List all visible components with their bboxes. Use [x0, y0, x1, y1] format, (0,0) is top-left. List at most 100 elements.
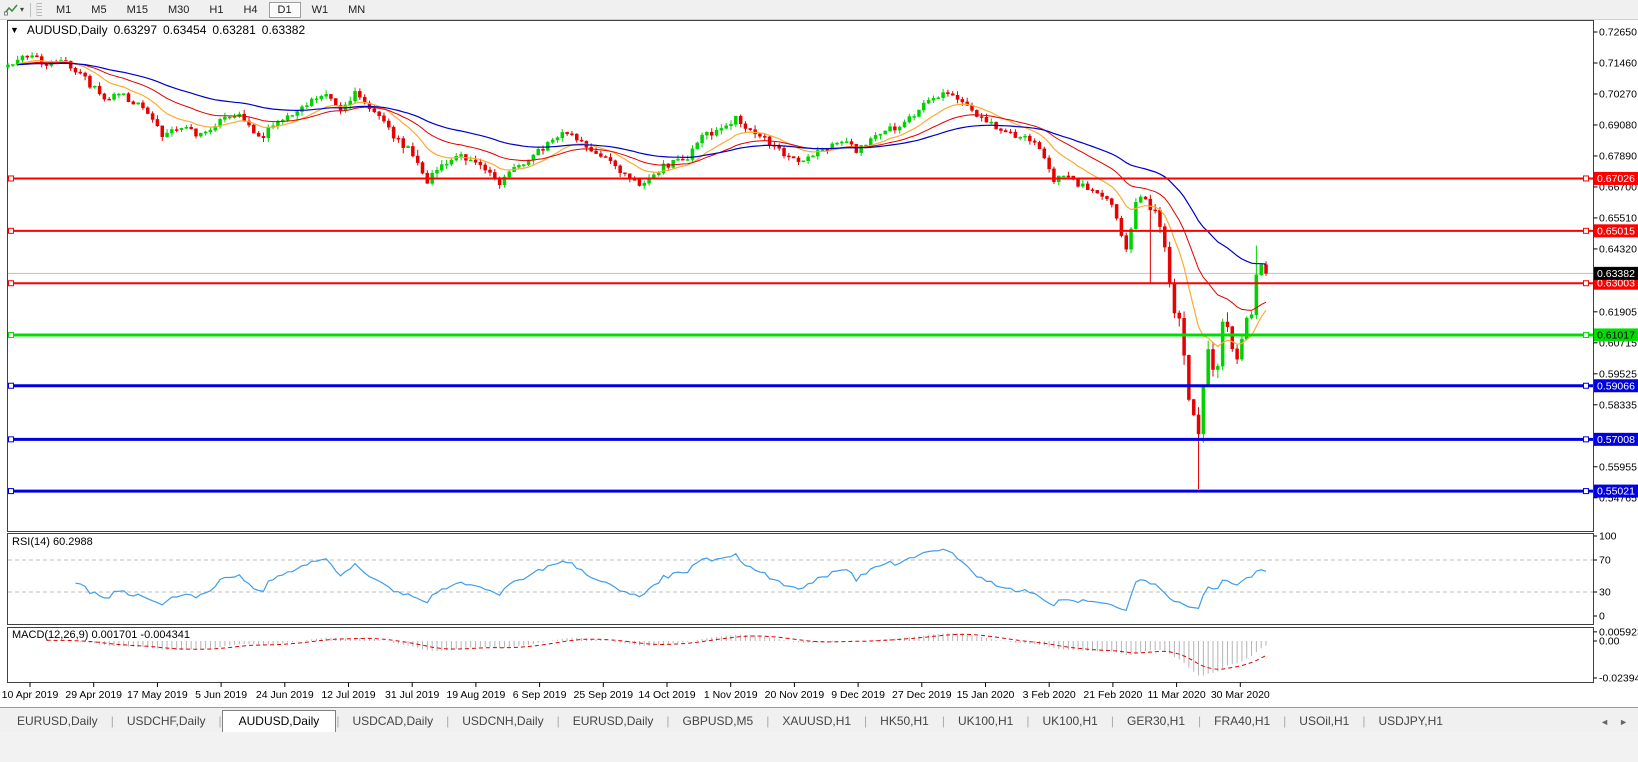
svg-text:3 Feb 2020: 3 Feb 2020 [1023, 689, 1076, 701]
svg-text:0.64320: 0.64320 [1599, 243, 1637, 255]
symbol-label: AUDUSD,Daily [26, 23, 108, 37]
tab-separator: | [1283, 714, 1287, 728]
rsi-indicator-label: RSI(14) 60.2988 [12, 536, 93, 548]
svg-text:0.70270: 0.70270 [1599, 88, 1637, 100]
tab-separator: | [766, 714, 770, 728]
chart-tabs: EURUSD,Daily | USDCHF,Daily | AUDUSD,Daily | U… [0, 708, 1600, 732]
svg-text:25 Sep 2019: 25 Sep 2019 [574, 689, 634, 701]
timeframe-buttons: M1 M5 M15 M30 H1 H4 D1 W1 MN [46, 1, 375, 18]
svg-text:6 Sep 2019: 6 Sep 2019 [513, 689, 567, 701]
tab-separator: | [218, 714, 222, 728]
svg-text:0.58335: 0.58335 [1599, 399, 1637, 411]
svg-text:0.59066: 0.59066 [1597, 380, 1635, 392]
svg-text:0.72650: 0.72650 [1599, 27, 1637, 39]
svg-text:0.59525: 0.59525 [1599, 368, 1637, 380]
svg-text:30 Mar 2020: 30 Mar 2020 [1211, 689, 1270, 701]
tab-separator: | [1362, 714, 1366, 728]
ohlc-low: 0.63281 [212, 23, 256, 37]
timeframe-toolbar: ▾ M1 M5 M15 M30 H1 H4 D1 W1 MN [0, 0, 1638, 20]
tab-separator: | [336, 714, 340, 728]
timeframe-button-w1[interactable]: W1 [311, 3, 329, 16]
svg-text:9 Dec 2019: 9 Dec 2019 [831, 689, 885, 701]
chart-title: ▼ AUDUSD,Daily 0.63297 0.63454 0.63281 0… [10, 23, 305, 37]
svg-text:0.55955: 0.55955 [1599, 461, 1637, 473]
svg-text:-0.02394: -0.02394 [1599, 673, 1638, 685]
status-strip [0, 731, 1638, 762]
chart-tab[interactable]: GBPUSD,M5 [682, 714, 754, 728]
chart-tab[interactable]: USDCAD,Daily [352, 714, 434, 728]
tab-separator: | [110, 714, 114, 728]
timeframe-button-m30[interactable]: M30 [167, 3, 190, 16]
chart-tab[interactable]: UK100,H1 [957, 714, 1014, 728]
svg-text:1 Nov 2019: 1 Nov 2019 [704, 689, 758, 701]
svg-text:17 May 2019: 17 May 2019 [127, 689, 188, 701]
timeframe-button-h1[interactable]: H1 [209, 3, 224, 16]
line-studies-icon[interactable] [2, 2, 20, 17]
toolbar-grip-handle[interactable] [36, 3, 43, 16]
chart-tab[interactable]: XAUUSD,H1 [782, 714, 852, 728]
svg-text:31 Jul 2019: 31 Jul 2019 [385, 689, 439, 701]
chart-tab[interactable]: UK100,H1 [1042, 714, 1098, 728]
svg-text:0.61017: 0.61017 [1597, 329, 1635, 341]
tab-separator: | [666, 714, 670, 728]
svg-text:27 Dec 2019: 27 Dec 2019 [892, 689, 952, 701]
ohlc-close: 0.63382 [261, 23, 306, 37]
svg-text:29 Apr 2019: 29 Apr 2019 [65, 689, 122, 701]
macd-indicator-label: MACD(12,26,9) 0.001701 -0.004341 [12, 629, 190, 641]
price-chart-canvas[interactable]: 0.726500.714600.702700.690800.678900.667… [0, 0, 1638, 707]
svg-text:0.67890: 0.67890 [1599, 150, 1637, 162]
tab-scroll-right-icon[interactable]: ► [1619, 717, 1628, 727]
chart-tab[interactable]: EURUSD,Daily [17, 714, 98, 728]
svg-text:0.65015: 0.65015 [1597, 225, 1635, 237]
chart-tab[interactable]: GER30,H1 [1126, 714, 1186, 728]
svg-text:100: 100 [1599, 531, 1617, 543]
timeframe-button-m15[interactable]: M15 [126, 3, 148, 16]
toolbar-separator [30, 2, 32, 17]
toolbar-dropdown-icon[interactable]: ▾ [20, 5, 25, 14]
svg-text:24 Jun 2019: 24 Jun 2019 [256, 689, 314, 701]
chart-tab-bar: EURUSD,Daily | USDCHF,Daily | AUDUSD,Daily | U… [0, 707, 1638, 732]
svg-text:10 Apr 2019: 10 Apr 2019 [2, 689, 59, 701]
svg-text:0.63382: 0.63382 [1597, 268, 1635, 280]
tab-separator: | [446, 714, 450, 728]
svg-text:5 Jun 2019: 5 Jun 2019 [195, 689, 247, 701]
svg-text:14 Oct 2019: 14 Oct 2019 [638, 689, 695, 701]
svg-text:21 Feb 2020: 21 Feb 2020 [1083, 689, 1142, 701]
svg-text:20 Nov 2019: 20 Nov 2019 [765, 689, 825, 701]
timeframe-button-m5[interactable]: M5 [91, 3, 107, 16]
svg-text:0.63003: 0.63003 [1597, 278, 1635, 290]
tab-separator: | [864, 714, 868, 728]
timeframe-button-d1[interactable]: D1 [268, 1, 301, 18]
svg-text:19 Aug 2019: 19 Aug 2019 [446, 689, 505, 701]
svg-text:0.65510: 0.65510 [1599, 212, 1637, 224]
chart-tab[interactable]: USDJPY,H1 [1378, 714, 1443, 728]
chart-tab[interactable]: EURUSD,Daily [572, 714, 654, 728]
tab-separator: | [1110, 714, 1114, 728]
svg-text:0.67026: 0.67026 [1597, 173, 1635, 185]
tab-separator: | [1198, 714, 1202, 728]
timeframe-button-h4[interactable]: H4 [243, 3, 258, 16]
chart-tab[interactable]: HK50,H1 [880, 714, 929, 728]
chart-tab[interactable]: USOil,H1 [1299, 714, 1350, 728]
svg-text:0: 0 [1599, 611, 1605, 623]
tab-scroll-left-icon[interactable]: ◄ [1600, 717, 1610, 727]
ohlc-open: 0.63297 [113, 23, 157, 37]
chart-tab[interactable]: USDCNH,Daily [462, 714, 544, 728]
svg-text:0.57008: 0.57008 [1597, 434, 1635, 446]
chart-tab[interactable]: AUDUSD,Daily [221, 710, 337, 732]
svg-text:0.71460: 0.71460 [1599, 57, 1637, 69]
tab-separator: | [1026, 714, 1030, 728]
svg-text:30: 30 [1599, 587, 1611, 599]
svg-text:0.005923: 0.005923 [1599, 626, 1638, 638]
svg-text:0.55021: 0.55021 [1597, 486, 1635, 498]
chart-tab[interactable]: USDCHF,Daily [126, 714, 206, 728]
timeframe-button-m1[interactable]: M1 [56, 3, 72, 16]
chart-tab[interactable]: FRA40,H1 [1214, 714, 1271, 728]
svg-text:0.61905: 0.61905 [1599, 306, 1637, 318]
svg-text:70: 70 [1599, 555, 1611, 567]
timeframe-button-mn[interactable]: MN [348, 3, 366, 16]
svg-text:12 Jul 2019: 12 Jul 2019 [321, 689, 375, 701]
symbol-caret-icon[interactable]: ▼ [10, 25, 19, 35]
svg-text:0.69080: 0.69080 [1599, 119, 1637, 131]
tab-separator: | [941, 714, 945, 728]
